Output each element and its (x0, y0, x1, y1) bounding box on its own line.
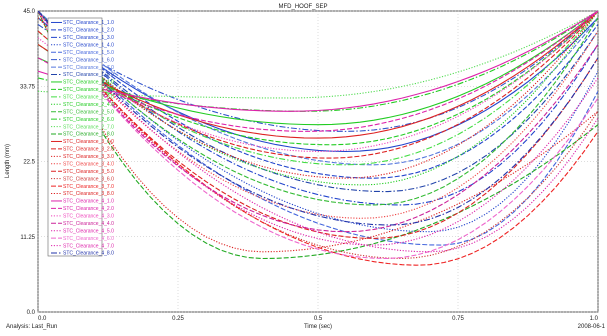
legend-entry: STC_Clearance_4_7.0 (63, 243, 114, 249)
legend-entry: STC_Clearance_3_5.0 (63, 169, 114, 175)
series-line (38, 11, 598, 206)
series-line (38, 11, 598, 132)
legend-entry: STC_Clearance_2_1.0 (63, 80, 114, 86)
chart-title: MFD_HOOF_SEP (278, 4, 327, 10)
x-tick-label: 0.25 (172, 316, 184, 322)
series-line (38, 11, 598, 246)
legend-entry: STC_Clearance_4_8.0 (63, 251, 114, 257)
legend-entry: STC_Clearance_1_4.0 (63, 42, 114, 48)
legend-entry: STC_Clearance_2_4.0 (63, 102, 114, 108)
y-tick-label: 0.0 (27, 310, 36, 316)
series-line (38, 11, 598, 246)
legend-entry: STC_Clearance_3_8.0 (63, 191, 114, 197)
y-tick-label: 33.75 (20, 84, 36, 90)
legend-entry: STC_Clearance_2_3.0 (63, 95, 114, 101)
series-line (38, 11, 598, 260)
series-lines (38, 11, 598, 266)
series-line (38, 11, 598, 233)
legend-entry: STC_Clearance_3_3.0 (63, 154, 114, 160)
y-tick-label: 11.25 (20, 235, 35, 241)
legend-entry: STC_Clearance_4_3.0 (63, 214, 114, 220)
y-tick-label: 22.5 (23, 160, 35, 166)
legend-entry: STC_Clearance_1_1.0 (63, 20, 114, 26)
series-line (38, 11, 598, 146)
analysis-label: Analysis: Last_Run (6, 324, 57, 330)
series-line (38, 11, 598, 132)
x-tick-label: 1.0 (590, 316, 599, 322)
legend-entry: STC_Clearance_2_7.0 (63, 124, 114, 130)
legend-entry: STC_Clearance_4_6.0 (63, 236, 114, 242)
series-line (38, 17, 598, 153)
series-line (38, 11, 598, 260)
series-line (38, 11, 598, 233)
series-line (38, 11, 598, 166)
x-tick-labels: 0.0 0.25 0.5 0.75 1.0 (38, 316, 599, 322)
legend-entry: STC_Clearance_4_4.0 (63, 221, 114, 227)
legend-entry: STC_Clearance_4_2.0 (63, 206, 114, 212)
legend-entry: STC_Clearance_3_1.0 (63, 139, 114, 145)
series-line (38, 11, 598, 226)
x-tick-label: 0.0 (38, 316, 47, 322)
legend-entry: STC_Clearance_1_3.0 (63, 35, 114, 41)
legend-entry: STC_Clearance_4_5.0 (63, 228, 114, 234)
date-label: 2008-06-1 (578, 324, 606, 330)
x-axis-label: Time (sec) (304, 324, 332, 330)
series-line (38, 11, 598, 179)
legend-entry: STC_Clearance_4_1.0 (63, 199, 114, 205)
x-tick-label: 0.75 (452, 316, 464, 322)
legend: STC_Clearance_1_1.0STC_Clearance_1_2.0ST… (47, 17, 114, 257)
series-line (38, 11, 598, 206)
series-line (38, 11, 598, 139)
series-line (38, 11, 598, 112)
y-tick-labels: 0.0 11.25 22.5 33.75 45.0 (20, 9, 36, 316)
series-line (38, 11, 598, 153)
legend-entry: STC_Clearance_1_7.0 (63, 65, 114, 71)
series-line (38, 11, 598, 159)
series-line (38, 11, 598, 112)
legend-entry: STC_Clearance_2_6.0 (63, 117, 114, 123)
legend-entry: STC_Clearance_2_5.0 (63, 109, 114, 115)
legend-entry: STC_Clearance_1_5.0 (63, 50, 114, 56)
legend-entry: STC_Clearance_3_7.0 (63, 184, 114, 190)
y-axis-label: Length (mm) (5, 144, 11, 178)
series-line (38, 11, 598, 253)
series-line (38, 11, 598, 179)
legend-entry: STC_Clearance_2_8.0 (63, 132, 114, 138)
legend-entry: STC_Clearance_3_4.0 (63, 161, 114, 167)
legend-entry: STC_Clearance_2_2.0 (63, 87, 114, 93)
series-line (38, 11, 598, 219)
series-line (38, 11, 598, 260)
x-tick-label: 0.5 (314, 316, 323, 322)
legend-entry: STC_Clearance_1_6.0 (63, 57, 114, 63)
legend-entry: STC_Clearance_3_6.0 (63, 176, 114, 182)
legend-entry: STC_Clearance_1_8.0 (63, 72, 114, 78)
legend-entry: STC_Clearance_1_2.0 (63, 28, 114, 34)
y-tick-label: 45.0 (23, 9, 35, 15)
legend-entry: STC_Clearance_3_2.0 (63, 147, 114, 153)
series-line (38, 11, 598, 266)
series-line (38, 11, 598, 186)
